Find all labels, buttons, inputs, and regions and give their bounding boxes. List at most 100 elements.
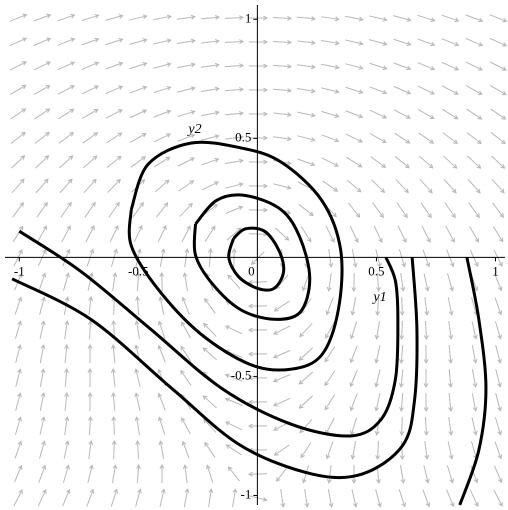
- field-arrow: [105, 61, 124, 70]
- field-arrow: [418, 155, 434, 169]
- field-arrow: [325, 441, 334, 460]
- field-arrow: [447, 297, 454, 316]
- field-arrow: [63, 272, 70, 291]
- field-arrow: [225, 444, 242, 456]
- field-arrow: [224, 397, 243, 406]
- field-arrow: [471, 393, 478, 412]
- field-arrow: [38, 464, 47, 483]
- field-arrow: [469, 489, 479, 508]
- field-arrow: [345, 110, 364, 119]
- field-arrow: [301, 273, 310, 292]
- field-arrow: [81, 108, 99, 119]
- field-arrow: [493, 489, 503, 507]
- field-arrow: [15, 368, 22, 387]
- field-arrow: [39, 368, 46, 387]
- field-arrow: [182, 464, 188, 483]
- field-arrow: [446, 249, 455, 268]
- field-arrow: [297, 111, 316, 118]
- field-arrow: [249, 495, 268, 502]
- field-arrow: [397, 225, 407, 244]
- field-arrow: [272, 112, 292, 118]
- field-arrow: [154, 179, 170, 193]
- field-arrow: [84, 201, 96, 218]
- field-arrow: [300, 442, 312, 459]
- field-arrow: [135, 488, 142, 507]
- field-arrow: [465, 85, 483, 95]
- field-arrow: [88, 296, 94, 315]
- field-arrow: [248, 111, 269, 117]
- field-arrow: [423, 416, 429, 437]
- field-arrow: [469, 249, 479, 268]
- field-arrow: [467, 178, 481, 194]
- field-arrow: [39, 344, 46, 363]
- field-arrow: [273, 136, 292, 142]
- field-arrow: [374, 321, 380, 340]
- field-arrow: [494, 465, 503, 484]
- trajectories: [11, 140, 488, 506]
- field-arrow: [448, 417, 454, 436]
- field-arrow: [372, 202, 384, 219]
- field-arrow: [371, 179, 386, 194]
- field-arrow: [64, 368, 69, 388]
- field-arrow: [444, 202, 456, 219]
- field-arrow: [421, 225, 431, 243]
- field-arrow: [61, 225, 71, 243]
- field-arrow: [177, 157, 195, 167]
- field-arrow: [132, 201, 144, 218]
- x-tick-label: 0.5: [368, 263, 384, 278]
- field-arrow: [86, 248, 95, 267]
- field-arrow: [399, 296, 405, 317]
- field-arrow: [465, 61, 484, 71]
- field-arrow: [328, 249, 334, 268]
- field-arrow: [491, 178, 505, 194]
- field-arrow: [345, 39, 364, 46]
- field-arrow: [273, 444, 290, 456]
- field-arrow: [159, 271, 165, 292]
- field-arrow: [423, 273, 430, 292]
- field-arrow: [224, 39, 245, 45]
- field-arrow: [321, 134, 340, 143]
- field-arrow: [345, 15, 364, 22]
- field-arrow: [129, 61, 148, 70]
- trajectory: [18, 229, 400, 438]
- field-arrow: [201, 134, 220, 141]
- field-arrow: [395, 179, 409, 194]
- field-arrow: [375, 249, 382, 268]
- field-arrow: [224, 63, 245, 69]
- field-arrow: [304, 489, 310, 508]
- field-arrow: [493, 249, 503, 267]
- field-arrow: [177, 86, 196, 93]
- field-arrow: [208, 248, 213, 268]
- field-arrow: [465, 14, 484, 23]
- field-arrow: [417, 14, 436, 23]
- field-arrow: [224, 373, 243, 382]
- field-arrow: [375, 296, 381, 317]
- field-arrow: [369, 133, 387, 143]
- field-arrow: [157, 224, 167, 243]
- field-arrow: [108, 201, 120, 218]
- field-arrow: [247, 279, 268, 285]
- field-arrow: [297, 64, 316, 70]
- field-arrow: [201, 110, 220, 117]
- field-arrow: [324, 346, 336, 363]
- field-arrow: [248, 159, 269, 165]
- field-arrow: [81, 37, 100, 46]
- field-arrow: [112, 464, 118, 483]
- field-arrow: [14, 440, 23, 459]
- field-arrow: [14, 464, 23, 483]
- field-arrow: [129, 14, 148, 21]
- trajectory: [458, 257, 488, 506]
- field-arrow: [466, 132, 482, 145]
- field-arrow: [273, 300, 290, 312]
- field-arrow: [81, 61, 100, 70]
- field-arrow: [231, 247, 237, 268]
- field-arrow: [225, 158, 244, 165]
- field-arrow: [110, 368, 116, 387]
- field-arrow: [272, 15, 293, 21]
- field-arrow: [37, 225, 47, 243]
- field-arrow: [135, 271, 141, 292]
- field-arrow: [280, 489, 286, 508]
- field-arrow: [9, 37, 28, 47]
- field-arrow: [298, 204, 314, 217]
